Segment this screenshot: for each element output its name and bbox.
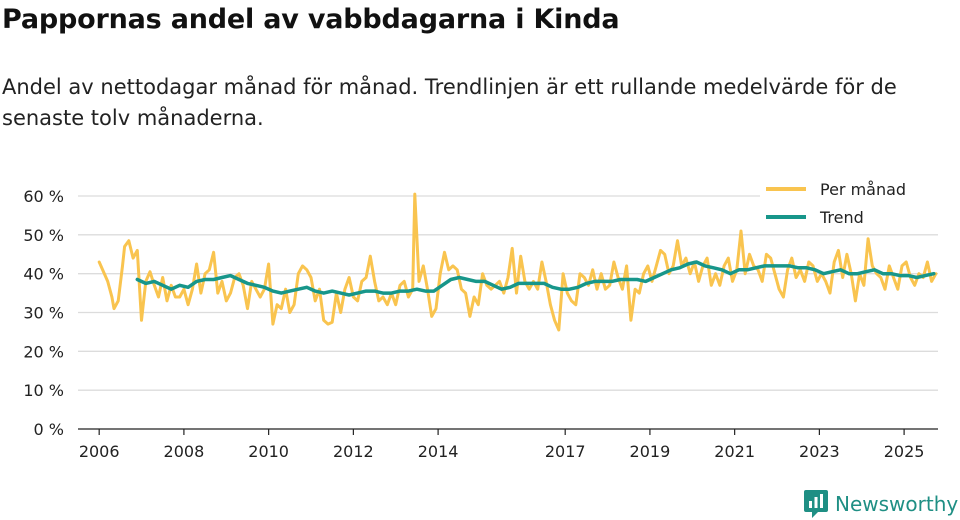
x-tick-label: 2025: [884, 442, 925, 461]
chart-subtitle: Andel av nettodagar månad för månad. Tre…: [2, 75, 897, 130]
y-tick-label: 50 %: [23, 226, 64, 245]
legend-background: [760, 176, 938, 234]
x-axis: 2006 2008 2010 2012 2014 2017 2019 2021 2023 2025: [78, 428, 938, 461]
series-line-per-manad: [97, 192, 938, 332]
x-tick-label: 2012: [333, 442, 374, 461]
legend-label: Trend: [819, 208, 864, 227]
x-tick-label: 2006: [79, 442, 120, 461]
newsworthy-logo: Newsworthy: [803, 489, 958, 519]
legend: Per månad Trend: [760, 176, 938, 234]
brand-name: Newsworthy: [835, 492, 959, 516]
y-tick-label: 30 %: [23, 304, 64, 323]
x-tick-label: 2023: [799, 442, 840, 461]
y-tick-label: 10 %: [23, 381, 64, 400]
x-tick-label: 2008: [164, 442, 205, 461]
y-tick-label: 60 %: [23, 187, 64, 206]
x-tick-label: 2014: [418, 442, 459, 461]
x-tick-label: 2019: [630, 442, 671, 461]
x-tick-label: 2017: [545, 442, 586, 461]
y-tick-label: 40 %: [23, 265, 64, 284]
y-axis: 0 % 10 % 20 % 30 % 40 % 50 % 60 %: [23, 187, 64, 439]
x-tick-label: 2010: [248, 442, 289, 461]
y-tick-label: 20 %: [23, 342, 64, 361]
y-tick-label: 0 %: [34, 420, 64, 439]
newsworthy-logo-icon: [804, 490, 828, 518]
series-line-trend: [135, 260, 936, 297]
plot-area: [97, 192, 938, 332]
chart-title: Pappornas andel av vabbdagarna i Kinda: [2, 4, 620, 35]
legend-label: Per månad: [820, 180, 906, 199]
x-tick-label: 2021: [714, 442, 755, 461]
